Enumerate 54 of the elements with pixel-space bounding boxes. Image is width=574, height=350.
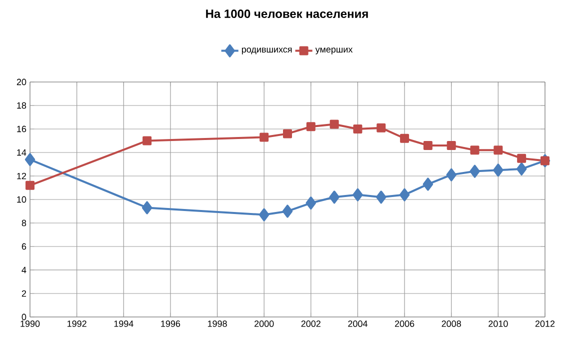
y-tick-label: 20 (16, 78, 26, 86)
x-tick-label: 2010 (488, 320, 508, 327)
point (142, 136, 152, 146)
x-tick-label: 2000 (254, 320, 274, 327)
x-tick-label: 2004 (348, 320, 368, 327)
point (493, 164, 504, 177)
point (353, 124, 362, 134)
point (329, 190, 340, 204)
x-tick-label: 2008 (442, 320, 461, 327)
point (470, 146, 480, 155)
point (400, 134, 410, 143)
point (283, 129, 292, 138)
x-tick-label: 2006 (394, 320, 414, 327)
chart-title: На 1000 человек населения (206, 10, 368, 18)
legend-label: родившихся (242, 48, 292, 54)
point (24, 153, 36, 166)
y-tick-label: 14 (17, 149, 26, 156)
point (330, 120, 339, 129)
legend-label: умерших (315, 48, 353, 54)
y-tick-label: 0 (22, 314, 26, 320)
y-tick-label: 2 (22, 290, 26, 297)
point (517, 154, 526, 163)
x-tick-label: 1998 (208, 320, 227, 327)
point (142, 201, 152, 214)
x-tick-label: 2012 (535, 320, 555, 327)
x-tick-label: 2002 (301, 320, 320, 327)
point (26, 180, 35, 190)
point (376, 123, 386, 132)
point (399, 188, 410, 202)
point (282, 204, 293, 218)
point (423, 140, 432, 150)
point (446, 168, 456, 182)
point (516, 162, 527, 176)
x-tick-label: 1990 (20, 320, 40, 327)
point (376, 190, 386, 204)
x-tick-label: 1994 (114, 320, 134, 327)
point (306, 196, 316, 210)
point (422, 178, 434, 191)
x-tick-label: 1992 (68, 320, 86, 327)
point (470, 164, 480, 178)
y-tick-label: 6 (22, 243, 26, 250)
point (258, 208, 270, 222)
x-tick-label: 1996 (161, 320, 180, 327)
point (352, 188, 363, 202)
y-tick-label: 18 (17, 102, 26, 109)
y-tick-label: 8 (22, 220, 26, 226)
point (260, 132, 269, 142)
point (494, 146, 503, 155)
y-tick-label: 12 (17, 172, 26, 180)
y-tick-label: 10 (17, 196, 26, 203)
y-tick-label: 4 (22, 266, 26, 274)
point (446, 140, 456, 150)
point (306, 122, 316, 132)
y-tick-label: 16 (17, 126, 26, 132)
